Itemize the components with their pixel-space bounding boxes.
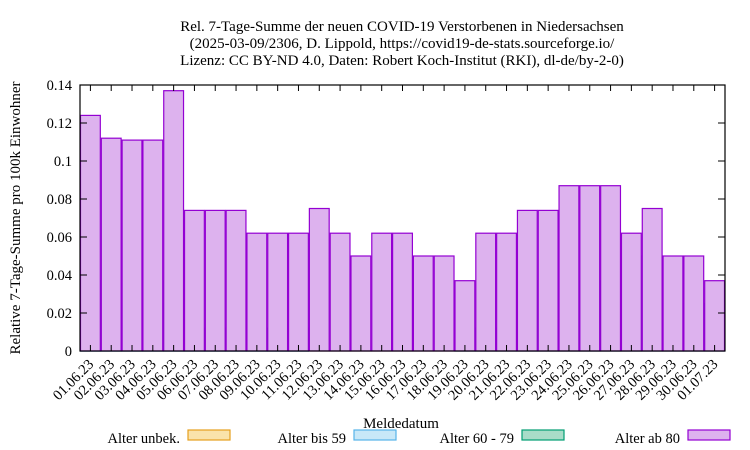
legend-label: Alter unbek. — [108, 431, 180, 447]
legend: Alter unbek. Alter bis 59 Alter 60 - 79 Alt… — [108, 429, 731, 447]
y-tick-label: 0.1 — [54, 154, 72, 170]
y-tick-label: 0 — [65, 344, 72, 360]
legend-item-1: Alter bis 59 — [278, 429, 397, 447]
bar-3-18 — [454, 280, 476, 352]
y-tick-label: 0.04 — [47, 268, 73, 284]
y-tick-label: 0.06 — [47, 230, 72, 246]
bar-3-3 — [142, 139, 164, 352]
bar-3-6 — [204, 209, 226, 352]
bar-3-26 — [620, 232, 642, 352]
bar-3-19 — [475, 232, 497, 352]
bar-3-7 — [225, 209, 247, 352]
bar-3-13 — [350, 255, 372, 352]
legend-label: Alter ab 80 — [615, 431, 680, 447]
bar-3-20 — [496, 232, 518, 352]
y-tick-label: 0.14 — [47, 78, 73, 94]
bar-3-28 — [662, 255, 684, 352]
legend-label: Alter bis 59 — [278, 431, 346, 447]
bar-3-22 — [537, 209, 559, 352]
bar-3-2 — [121, 139, 143, 352]
legend-item-2: Alter 60 - 79 — [440, 429, 565, 447]
legend-item-3: Alter ab 80 — [615, 429, 731, 447]
legend-label: Alter 60 - 79 — [440, 431, 515, 447]
title-line-3: Lizenz: CC BY-ND 4.0, Daten: Robert Koch… — [180, 53, 624, 69]
bar-3-16 — [412, 255, 434, 352]
y-axis-label: Relative 7-Tage-Summe pro 100k Einwohner — [8, 81, 24, 354]
title-line-1: Rel. 7-Tage-Summe der neuen COVID-19 Ver… — [180, 19, 624, 35]
bars-layer — [79, 90, 726, 352]
bar-3-9 — [267, 232, 289, 352]
legend-swatch — [187, 429, 231, 441]
bar-3-15 — [391, 232, 414, 352]
bar-3-10 — [287, 232, 309, 352]
legend-swatch — [521, 429, 565, 441]
bar-3-25 — [600, 185, 622, 352]
y-tick-label: 0.02 — [47, 306, 72, 322]
title-line-2: (2025-03-09/2306, D. Lippold, https://co… — [190, 36, 615, 52]
bar-3-5 — [183, 209, 205, 352]
y-axis: 0 0.02 0.04 0.06 0.08 0.1 0.12 0.14 — [47, 78, 725, 360]
legend-swatch — [687, 429, 731, 441]
chart-title: Rel. 7-Tage-Summe der neuen COVID-19 Ver… — [180, 19, 624, 69]
legend-swatch — [353, 429, 397, 441]
bar-3-23 — [558, 185, 580, 352]
bar-3-17 — [433, 255, 455, 352]
bar-3-27 — [641, 207, 663, 352]
series-3 — [79, 90, 726, 352]
bar-3-14 — [371, 232, 393, 352]
bar-3-0 — [79, 114, 101, 352]
bar-3-29 — [683, 255, 705, 352]
bar-3-21 — [516, 209, 538, 352]
bar-3-12 — [329, 232, 351, 352]
bar-3-30 — [704, 280, 726, 352]
bar-3-8 — [246, 232, 268, 352]
y-tick-label: 0.08 — [47, 192, 72, 208]
bar-3-4 — [163, 90, 185, 352]
legend-item-0: Alter unbek. — [108, 429, 231, 447]
bar-3-11 — [308, 207, 330, 352]
bar-3-1 — [100, 137, 122, 352]
x-axis-label: Meldedatum — [363, 416, 439, 432]
y-tick-label: 0.12 — [47, 116, 72, 132]
bar-3-24 — [579, 185, 601, 352]
